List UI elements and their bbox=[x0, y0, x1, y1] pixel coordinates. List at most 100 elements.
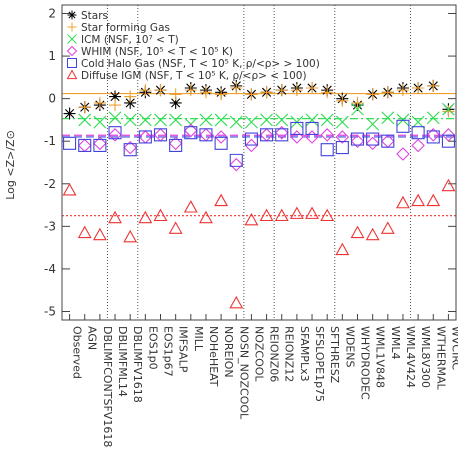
marker bbox=[169, 88, 182, 101]
marker bbox=[275, 113, 289, 127]
marker bbox=[77, 138, 92, 153]
legend-label: Diffuse IGM (NSF, T < 10⁵ K, ρ/<ρ> < 100… bbox=[81, 70, 307, 82]
marker bbox=[351, 102, 364, 116]
x-tick-label: SFTHRESZ bbox=[328, 326, 341, 384]
marker bbox=[320, 113, 334, 127]
y-tick-label: 0 bbox=[48, 92, 56, 106]
legend-marker bbox=[67, 10, 77, 20]
marker bbox=[214, 136, 228, 150]
marker bbox=[108, 128, 122, 142]
x-tick-label: EOS1p0 bbox=[146, 326, 159, 370]
y-tick-label: 2 bbox=[48, 7, 56, 21]
marker bbox=[138, 113, 152, 127]
x-tick-label: WML1V848 bbox=[374, 326, 387, 388]
marker bbox=[153, 128, 168, 142]
marker bbox=[214, 113, 228, 127]
x-tick-label: SFAMPLx3 bbox=[298, 326, 311, 382]
x-tick-label: REIONZ06 bbox=[268, 326, 281, 382]
marker bbox=[123, 229, 138, 243]
marker bbox=[427, 79, 440, 92]
marker bbox=[396, 84, 409, 97]
x-tick-label: Observed bbox=[71, 326, 84, 379]
marker bbox=[93, 136, 107, 151]
marker bbox=[306, 82, 319, 95]
marker bbox=[321, 86, 334, 99]
marker bbox=[365, 136, 380, 151]
legend-label: Star forming Gas bbox=[81, 22, 170, 34]
marker bbox=[244, 132, 258, 146]
marker bbox=[351, 96, 364, 109]
marker bbox=[78, 138, 92, 153]
marker bbox=[230, 82, 243, 95]
marker bbox=[396, 195, 410, 209]
marker bbox=[335, 115, 349, 129]
y-tick-label: -2 bbox=[44, 177, 56, 191]
marker bbox=[229, 295, 244, 309]
marker bbox=[411, 138, 425, 153]
marker bbox=[260, 86, 273, 99]
marker bbox=[380, 221, 395, 234]
marker bbox=[184, 126, 198, 140]
y-tick-label: -1 bbox=[44, 134, 56, 148]
x-tick-label: NOZCOOL bbox=[252, 326, 265, 382]
legend-marker bbox=[67, 34, 77, 44]
marker bbox=[215, 88, 228, 101]
marker bbox=[123, 113, 137, 127]
x-tick-label: AGN bbox=[86, 326, 99, 350]
marker bbox=[244, 138, 259, 153]
marker bbox=[335, 141, 349, 155]
marker bbox=[124, 90, 137, 103]
y-tick-label: -3 bbox=[44, 219, 56, 233]
marker bbox=[335, 242, 350, 256]
legend-marker bbox=[66, 45, 78, 57]
marker bbox=[396, 147, 410, 161]
marker bbox=[184, 123, 198, 138]
x-tick-label: WDENS bbox=[343, 326, 356, 368]
x-tick-label: DBLIMFML14 bbox=[116, 326, 129, 397]
legend-marker bbox=[67, 22, 77, 32]
marker bbox=[290, 121, 304, 135]
marker bbox=[92, 227, 107, 241]
x-tick-label: WML4 bbox=[389, 326, 402, 360]
marker bbox=[275, 84, 288, 97]
legend-marker bbox=[66, 69, 78, 80]
legend-marker bbox=[67, 58, 77, 68]
marker bbox=[138, 210, 153, 224]
legend-label: Stars bbox=[81, 10, 108, 22]
marker bbox=[138, 130, 152, 144]
marker bbox=[245, 88, 258, 101]
marker bbox=[289, 206, 304, 219]
marker bbox=[259, 208, 274, 222]
marker bbox=[320, 208, 335, 222]
marker bbox=[305, 121, 319, 135]
marker bbox=[442, 102, 455, 116]
x-tick-label: NOSN_NOZCOOL bbox=[237, 326, 250, 420]
marker bbox=[109, 90, 122, 103]
legend-label: Cold Halo Gas (NSF, T < 10⁵ K, ρ/<ρ> > 1… bbox=[81, 58, 320, 70]
marker bbox=[320, 128, 334, 142]
marker bbox=[199, 128, 213, 142]
marker bbox=[154, 84, 167, 97]
marker bbox=[169, 113, 183, 127]
x-tick-label: EOS1p67 bbox=[162, 326, 175, 377]
marker bbox=[275, 128, 289, 142]
marker bbox=[365, 227, 380, 241]
marker bbox=[411, 126, 425, 140]
marker bbox=[62, 183, 77, 196]
legend-label: ICM (NSF, 10⁷ < T) bbox=[81, 34, 179, 46]
marker bbox=[93, 115, 107, 129]
marker bbox=[169, 138, 183, 153]
marker bbox=[366, 88, 379, 101]
marker bbox=[350, 134, 365, 148]
x-tick-label: WVCIRC bbox=[449, 326, 458, 370]
marker bbox=[77, 225, 92, 239]
marker bbox=[63, 136, 77, 150]
marker bbox=[426, 111, 440, 125]
marker bbox=[381, 111, 395, 125]
marker bbox=[441, 128, 456, 142]
marker bbox=[214, 130, 228, 144]
marker bbox=[411, 193, 426, 207]
marker bbox=[396, 119, 410, 133]
legend-label: WHIM (NSF, 10⁵ < T < 10⁵ K) bbox=[81, 46, 233, 58]
